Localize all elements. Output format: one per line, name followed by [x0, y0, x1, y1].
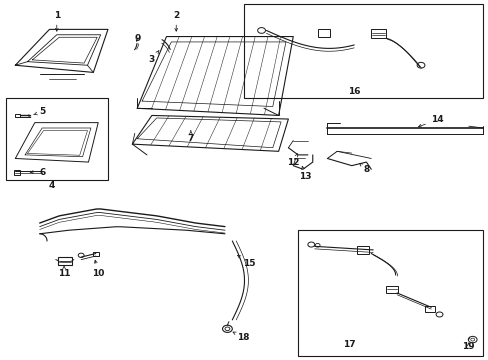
Bar [15, 114, 20, 117]
Text: 2: 2 [173, 10, 179, 31]
Bar [93, 252, 99, 256]
Text: 19: 19 [462, 342, 474, 351]
Bar [298, 230, 483, 356]
Text: 9: 9 [134, 34, 140, 43]
Bar [5, 98, 108, 180]
Text: 1: 1 [54, 10, 60, 31]
Bar [14, 170, 20, 175]
Text: 11: 11 [58, 266, 70, 278]
Text: 15: 15 [237, 256, 255, 268]
Text: 4: 4 [49, 181, 55, 190]
Bar [317, 30, 329, 37]
Bar [58, 257, 72, 265]
Text: 6: 6 [30, 168, 45, 177]
Text: 14: 14 [418, 115, 443, 127]
Text: 10: 10 [92, 260, 104, 278]
Text: 13: 13 [299, 166, 311, 181]
Text: 12: 12 [286, 154, 299, 167]
Text: 3: 3 [148, 50, 159, 64]
Text: 7: 7 [187, 131, 194, 143]
Bar [356, 246, 368, 253]
Bar [424, 306, 434, 312]
Bar [370, 30, 385, 39]
Text: 8: 8 [359, 163, 369, 174]
Text: 18: 18 [233, 332, 249, 342]
Bar [244, 4, 483, 98]
Bar [385, 286, 397, 293]
Text: 17: 17 [342, 341, 355, 350]
Text: 16: 16 [347, 86, 360, 95]
Text: 5: 5 [34, 107, 45, 116]
